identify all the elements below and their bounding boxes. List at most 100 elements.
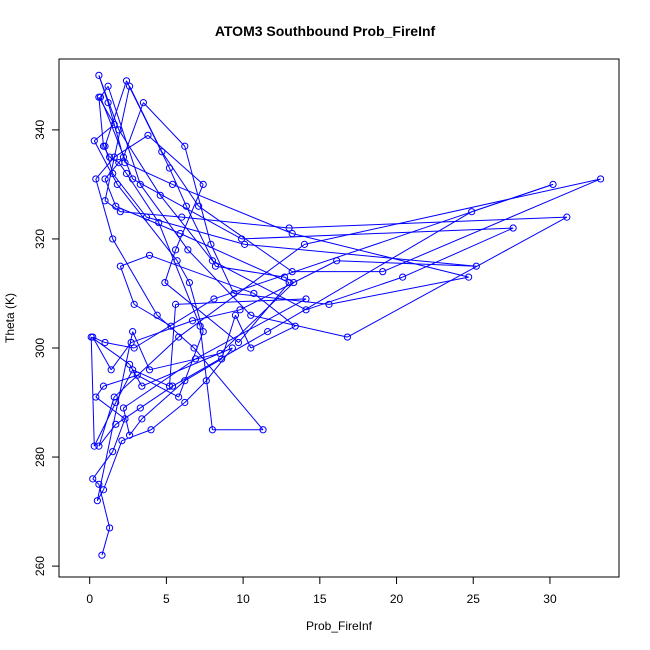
data-point — [116, 262, 124, 270]
series-line-segment — [95, 178, 114, 240]
data-point — [136, 180, 144, 189]
data-point — [172, 246, 180, 254]
series-line-segment — [221, 315, 236, 360]
series-line-segment — [267, 211, 472, 333]
series-line-segment — [120, 211, 182, 218]
series-line-segment — [161, 151, 200, 207]
series-line-segment — [92, 478, 100, 485]
series-line-segment — [172, 331, 268, 387]
data-point — [190, 344, 198, 352]
series-line-segment — [121, 429, 152, 442]
series-line-segment — [98, 96, 115, 125]
data-point — [237, 235, 246, 243]
series-line-segment — [96, 489, 104, 501]
data-point — [138, 415, 146, 423]
data-point — [228, 344, 236, 352]
y-tick-label: 260 — [33, 556, 47, 576]
data-point — [125, 360, 134, 368]
data-point — [101, 338, 109, 347]
data-point — [101, 197, 109, 205]
data-point — [167, 322, 175, 330]
data-point — [99, 382, 108, 390]
series-line-segment — [238, 282, 290, 343]
data-point — [399, 273, 407, 281]
data-point — [280, 273, 289, 281]
data-point — [379, 268, 387, 276]
series-line-segment — [184, 358, 222, 382]
data-point — [90, 442, 98, 450]
series-line-segment — [304, 178, 601, 245]
series-line-segment — [149, 254, 255, 294]
series-line-segment — [347, 216, 568, 338]
data-point — [247, 344, 255, 352]
series-line-segment — [215, 265, 285, 278]
series-line-segment — [113, 336, 180, 398]
series-line-segment — [172, 183, 293, 234]
series-line-segment — [150, 402, 186, 431]
data-point — [472, 262, 480, 270]
series-line-segment — [95, 156, 115, 180]
data-point — [145, 251, 154, 259]
y-tick-label: 280 — [33, 447, 47, 467]
series-line-segment — [336, 260, 477, 267]
data-point — [175, 333, 183, 341]
series-line-segment — [193, 347, 264, 431]
data-point — [195, 202, 203, 210]
x-tick-label: 5 — [163, 592, 170, 606]
series-line-segment — [164, 282, 239, 343]
data-point — [563, 213, 571, 221]
data-point — [549, 180, 557, 189]
data-point — [96, 93, 105, 101]
series-line-segment — [112, 238, 158, 316]
series-line-segment — [107, 86, 141, 185]
series-line-segment — [132, 331, 150, 371]
data-point — [122, 77, 131, 85]
plot-frame — [58, 58, 620, 578]
series-line-segment — [250, 325, 296, 349]
series-line-segment — [113, 134, 149, 158]
data-point — [288, 268, 296, 276]
data-point — [468, 208, 476, 216]
series-line-segment — [112, 418, 126, 452]
x-tick-label: 20 — [390, 592, 404, 606]
data-point — [210, 295, 218, 303]
data-point — [110, 153, 118, 161]
data-point — [234, 338, 243, 347]
series-line-segment — [149, 352, 221, 371]
series-line-segment — [103, 374, 138, 387]
data-point — [325, 300, 333, 308]
data-point — [596, 175, 605, 183]
data-point — [172, 300, 180, 308]
data-point — [158, 148, 166, 156]
data-point — [168, 180, 177, 189]
series-line-segment — [140, 385, 173, 409]
data-point — [259, 426, 267, 434]
series-line-segment — [292, 232, 469, 278]
data-point — [185, 278, 194, 287]
data-point — [211, 262, 220, 270]
data-point — [153, 311, 161, 319]
data-point — [241, 240, 249, 248]
series-line-segment — [181, 216, 290, 229]
data-point — [110, 120, 118, 129]
series-line-segment — [233, 292, 330, 305]
series-line-segment — [176, 260, 190, 283]
data-points — [87, 71, 605, 559]
series-line-segment — [110, 342, 132, 371]
series-line-segment — [119, 266, 135, 305]
series-line-segment — [185, 206, 216, 267]
series-line-segment — [212, 260, 307, 311]
data-point — [90, 137, 98, 145]
series-line-segment — [219, 282, 295, 354]
series-line-segment — [98, 75, 120, 131]
data-point — [250, 289, 258, 298]
data-point — [188, 317, 197, 325]
y-axis: 260 280 300 320 340 — [33, 120, 60, 576]
x-tick-label: 30 — [543, 592, 557, 606]
series-line-segment — [120, 254, 150, 267]
series-line-segment — [141, 380, 186, 420]
data-point — [136, 404, 144, 412]
series-line-segment — [122, 102, 144, 158]
data-point — [113, 180, 121, 189]
y-axis-label: Theta (K) — [3, 293, 17, 343]
